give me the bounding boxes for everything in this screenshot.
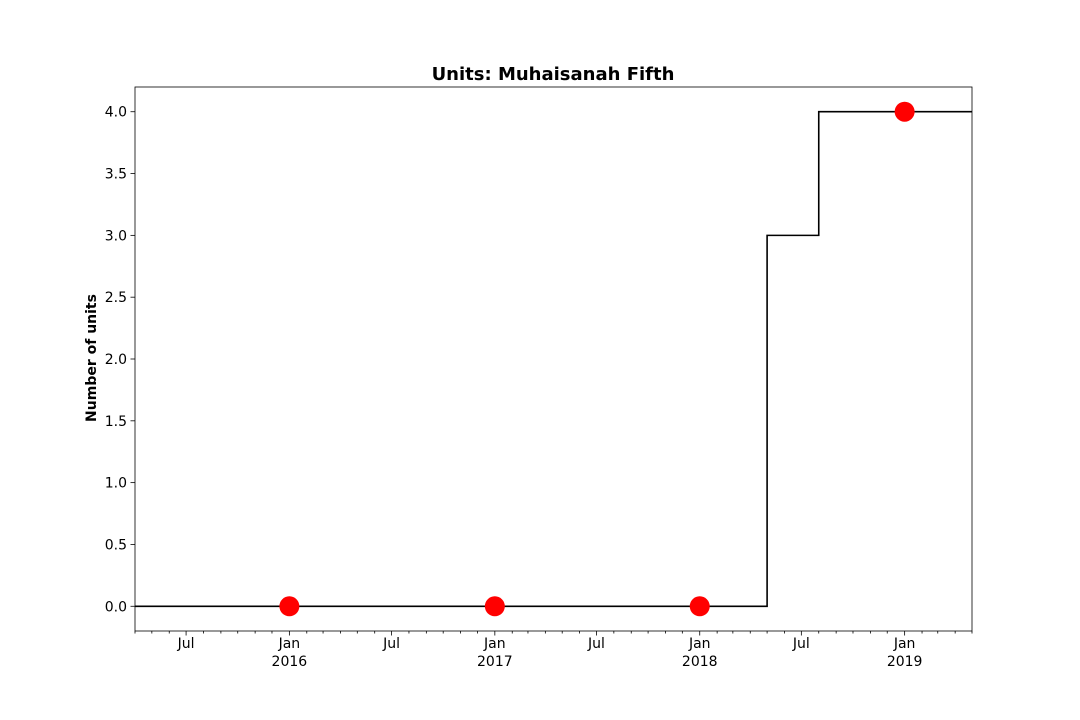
data-point-marker [484, 596, 505, 617]
x-tick-label: Jan [688, 636, 711, 652]
data-point-marker [689, 596, 710, 617]
x-tick-year-label: 2017 [477, 654, 513, 670]
y-tick-label: 1.5 [105, 414, 127, 430]
y-tick-label: 3.0 [105, 228, 127, 244]
y-tick-label: 2.0 [105, 352, 127, 368]
x-tick-label: Jan [893, 636, 916, 652]
data-point-marker [279, 596, 300, 617]
axes-frame [134, 86, 973, 632]
y-tick-label: 3.5 [105, 167, 127, 183]
y-tick-label: 4.0 [105, 105, 127, 121]
data-point-marker [894, 101, 915, 122]
x-tick-label: Jan [278, 636, 301, 652]
x-tick-label: Jan [483, 636, 506, 652]
x-tick-label: Jul [587, 636, 605, 652]
y-tick-label: 0.5 [105, 537, 127, 553]
x-tick-year-label: 2018 [682, 654, 718, 670]
y-tick-label: 1.0 [105, 476, 127, 492]
x-tick-label: Jul [382, 636, 400, 652]
x-tick-year-label: 2016 [272, 654, 308, 670]
x-tick-label: Jul [792, 636, 810, 652]
y-tick-label: 0.0 [105, 599, 127, 615]
y-tick-label: 2.5 [105, 290, 127, 306]
series-step-line [135, 110, 972, 608]
plot-area: Jul Jan 2016 Jul Jan 2017 Jul Jan 2018 Jul Jan 2019… [105, 86, 973, 670]
x-tick-year-label: 2019 [887, 654, 923, 670]
x-tick-label: Jul [177, 636, 195, 652]
y-axis-label: Number of units [84, 294, 100, 422]
chart-title: Units: Muhaisanah Fifth [432, 64, 675, 85]
